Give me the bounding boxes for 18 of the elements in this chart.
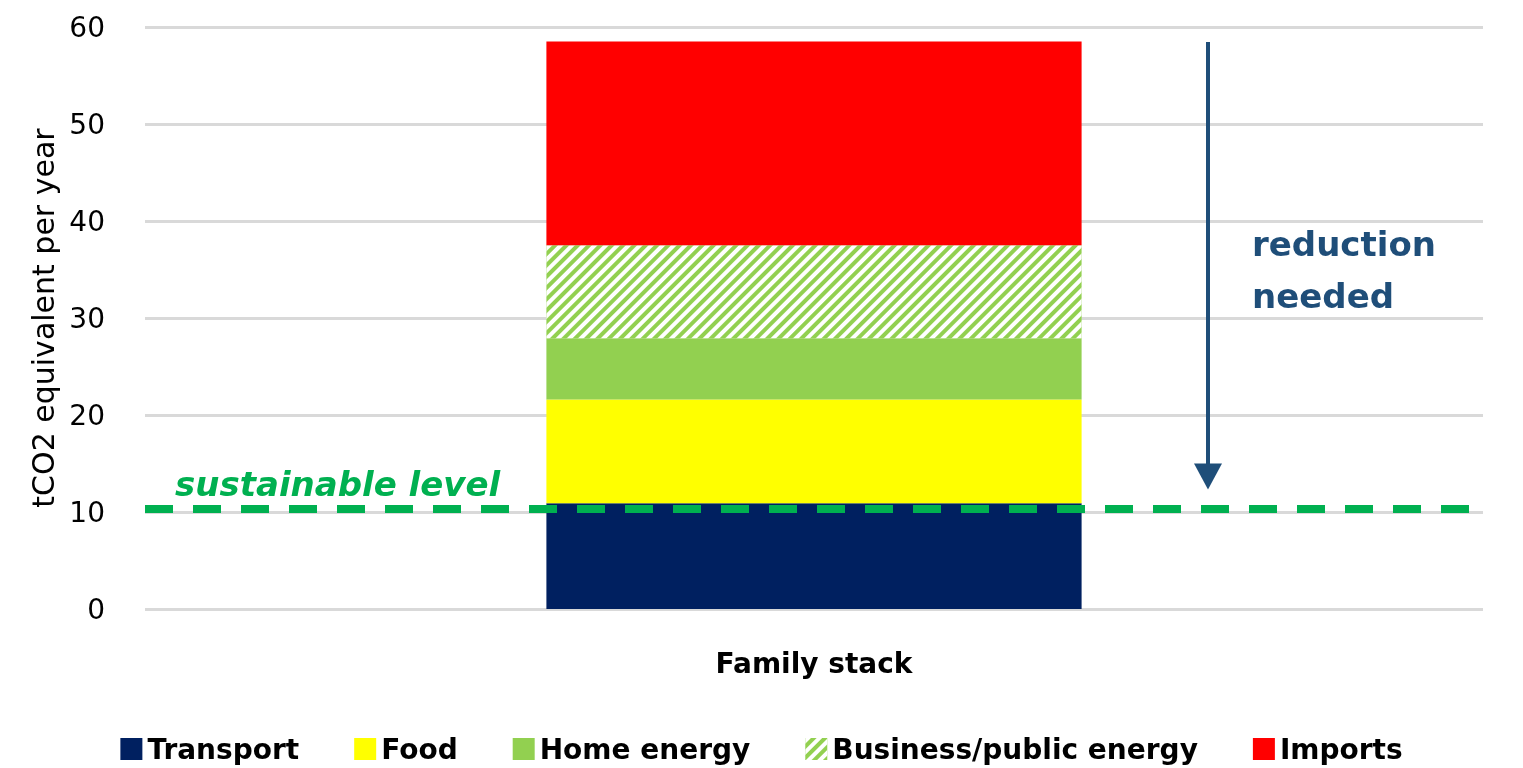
y-axis-title: tCO2 equivalent per year [25, 127, 61, 508]
bar [546, 338, 1082, 400]
annotation: reduction needed [1252, 224, 1448, 316]
y-tick-label: 20 [69, 398, 105, 432]
legend-label: Business/public energy [832, 732, 1198, 766]
y-tick-label: 50 [69, 107, 105, 141]
legend-label: Transport [147, 732, 300, 766]
legend-label: Imports [1279, 732, 1403, 766]
ref-line-label: sustainable level [175, 464, 502, 505]
x-tick-label: Family stack [715, 646, 914, 680]
y-tick-label: 30 [69, 301, 105, 335]
bar [546, 41, 1082, 246]
y-tick-label: 40 [69, 204, 105, 238]
y-tick-label: 0 [87, 592, 105, 626]
legend-label: Home energy [539, 732, 751, 766]
y-tick-label: 60 [69, 10, 105, 44]
legend-label: Food [381, 732, 458, 766]
y-tick-label: 10 [69, 495, 105, 529]
